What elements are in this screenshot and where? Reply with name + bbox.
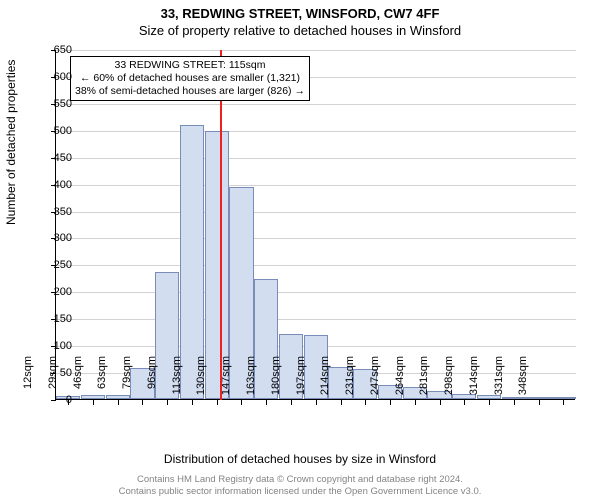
xtick-mark — [167, 400, 168, 405]
footer-line1: Contains HM Land Registry data © Crown c… — [0, 474, 600, 485]
xtick-label: 130sqm — [195, 356, 207, 406]
ytick-label: 150 — [32, 313, 72, 325]
xtick-mark — [365, 400, 366, 405]
footer-line2: Contains public sector information licen… — [0, 486, 600, 497]
xtick-mark — [489, 400, 490, 405]
gridline — [56, 238, 576, 239]
gridline — [56, 158, 576, 159]
gridline — [56, 292, 576, 293]
xtick-label: 147sqm — [220, 356, 232, 406]
ytick-label: 200 — [32, 286, 72, 298]
ytick-label: 100 — [32, 340, 72, 352]
ytick-label: 550 — [32, 98, 72, 110]
ytick-label: 500 — [32, 125, 72, 137]
chart-container: { "chart": { "type": "histogram", "title… — [0, 0, 600, 500]
reference-line — [220, 50, 222, 400]
chart-title-sub: Size of property relative to detached ho… — [0, 21, 600, 38]
x-axis-title: Distribution of detached houses by size … — [0, 452, 600, 466]
ytick-label: 400 — [32, 179, 72, 191]
plot-box: 12sqm29sqm46sqm63sqm79sqm96sqm113sqm130s… — [55, 50, 575, 400]
xtick-label: 348sqm — [517, 356, 529, 406]
xtick-mark — [241, 400, 242, 405]
xtick-label: 314sqm — [468, 356, 480, 406]
histogram-bar — [551, 397, 575, 399]
xtick-mark — [563, 400, 564, 405]
xtick-mark — [415, 400, 416, 405]
footer-text: Contains HM Land Registry data © Crown c… — [0, 474, 600, 497]
xtick-label: 298sqm — [443, 356, 455, 406]
xtick-label: 214sqm — [319, 356, 331, 406]
gridline — [56, 104, 576, 105]
ytick-label: 250 — [32, 259, 72, 271]
xtick-label: 281sqm — [418, 356, 430, 406]
xtick-mark — [440, 400, 441, 405]
xtick-mark — [192, 400, 193, 405]
xtick-label: 113sqm — [171, 356, 183, 406]
xtick-label: 163sqm — [245, 356, 257, 406]
xtick-label: 46sqm — [72, 356, 84, 406]
xtick-label: 180sqm — [270, 356, 282, 406]
gridline — [56, 185, 576, 186]
xtick-mark — [464, 400, 465, 405]
annotation-box: 33 REDWING STREET: 115sqm ← 60% of detac… — [70, 56, 310, 101]
gridline — [56, 131, 576, 132]
gridline — [56, 319, 576, 320]
xtick-label: 63sqm — [96, 356, 108, 406]
xtick-mark — [93, 400, 94, 405]
xtick-label: 247sqm — [369, 356, 381, 406]
xtick-mark — [118, 400, 119, 405]
ytick-label: 300 — [32, 232, 72, 244]
annotation-line3: 38% of semi-detached houses are larger (… — [75, 85, 305, 98]
gridline — [56, 212, 576, 213]
xtick-mark — [341, 400, 342, 405]
xtick-mark — [514, 400, 515, 405]
annotation-line2: ← 60% of detached houses are smaller (1,… — [75, 72, 305, 85]
ytick-label: 50 — [32, 367, 72, 379]
y-axis-title: Number of detached properties — [4, 60, 18, 225]
xtick-label: 79sqm — [121, 356, 133, 406]
xtick-mark — [291, 400, 292, 405]
xtick-label: 96sqm — [146, 356, 158, 406]
annotation-line1: 33 REDWING STREET: 115sqm — [75, 59, 305, 72]
xtick-label: 331sqm — [493, 356, 505, 406]
plot-area: 12sqm29sqm46sqm63sqm79sqm96sqm113sqm130s… — [55, 50, 575, 400]
ytick-label: 0 — [32, 394, 72, 406]
xtick-label: 264sqm — [394, 356, 406, 406]
ytick-label: 600 — [32, 71, 72, 83]
xtick-label: 197sqm — [295, 356, 307, 406]
gridline — [56, 265, 576, 266]
xtick-mark — [142, 400, 143, 405]
ytick-label: 450 — [32, 152, 72, 164]
ytick-label: 650 — [32, 44, 72, 56]
histogram-bar — [526, 397, 550, 399]
xtick-mark — [316, 400, 317, 405]
gridline — [56, 50, 576, 51]
xtick-label: 231sqm — [344, 356, 356, 406]
ytick-label: 350 — [32, 206, 72, 218]
xtick-mark — [390, 400, 391, 405]
xtick-mark — [217, 400, 218, 405]
xtick-mark — [539, 400, 540, 405]
chart-title-main: 33, REDWING STREET, WINSFORD, CW7 4FF — [0, 0, 600, 21]
xtick-mark — [266, 400, 267, 405]
